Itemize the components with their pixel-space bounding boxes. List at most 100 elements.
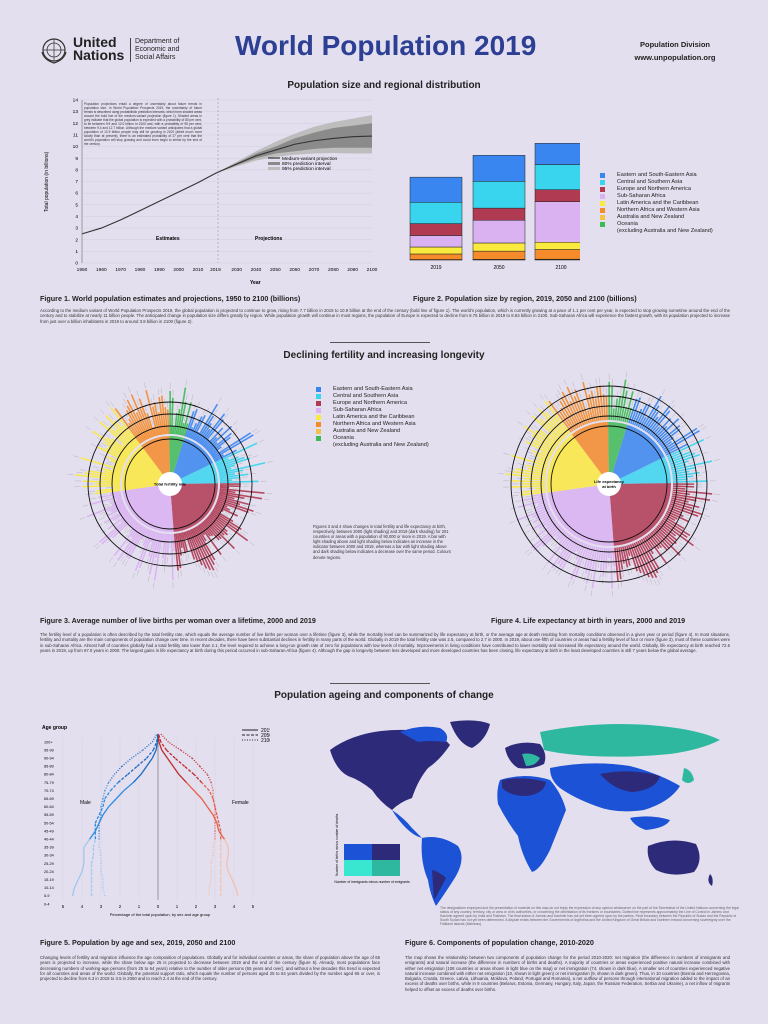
division-website[interactable]: www.unpopulation.org: [634, 53, 716, 62]
fig3svg-bar: [120, 513, 131, 523]
fig4svg-country-tick: [544, 394, 548, 400]
fig4svg-bar: [665, 512, 678, 520]
fig4svg-ring: [530, 405, 688, 563]
fig4svg-bar: [570, 543, 587, 580]
fig4svg-country-tick: [517, 463, 524, 465]
fig4svg-bar: [610, 547, 613, 589]
fig3svg-country-tick: [214, 409, 218, 415]
fig3svg-bar: [196, 415, 215, 443]
fig3svg-country-tick: [115, 517, 121, 522]
fig3svg-bar: [219, 480, 259, 484]
fig4svg-bar: [535, 459, 549, 465]
north-africa-shape: [502, 778, 546, 796]
fig4svg-country-tick: [671, 412, 677, 418]
fig4svg-country-tick: [673, 436, 679, 441]
fig3svg-bar: [216, 501, 228, 508]
africa-shape: [497, 776, 566, 872]
fig5-xtick: 5: [252, 904, 255, 909]
fig2-xtick: 2019: [430, 265, 441, 271]
mid-legend-item: Northern Africa and Western Asia: [316, 421, 476, 428]
fig5-female-line-2019: [225, 863, 229, 872]
fig5-female-line-2019: [161, 749, 169, 759]
fig4svg-country-tick: [620, 387, 622, 394]
north-america-shape: [330, 729, 450, 810]
fig4svg-center-label-2: at birth: [602, 484, 616, 489]
fig4svg-bar: [575, 542, 585, 560]
fig5-age-label: 65-69: [44, 797, 54, 801]
fig4svg-bar: [664, 514, 676, 522]
fig3svg-bar: [86, 501, 124, 518]
fig3svg-bar: [187, 530, 203, 566]
fig1-xtick: 1970: [115, 267, 126, 273]
fig5-xtick: 0: [157, 904, 160, 909]
fig2-bar-2019-6: [409, 202, 463, 224]
fig4svg-bar: [512, 470, 546, 477]
fig1-legend-80-swatch: [268, 162, 280, 165]
fig3svg-bar: [173, 533, 179, 571]
fig4svg-country-tick: [653, 579, 657, 586]
fig3svg-bar: [114, 463, 124, 468]
fig4svg-country-tick: [529, 537, 535, 542]
fig4svg-bar: [532, 508, 551, 518]
fig3svg-bar: [172, 533, 175, 552]
fig1-legend: Medium-variant projection 80% prediction…: [268, 156, 338, 172]
mid-legend-label: Northern Africa and Western Asia: [333, 421, 416, 427]
fig3svg-bar: [106, 503, 125, 512]
fig3svg-country-tick: [232, 428, 238, 433]
fig3svg-bar: [210, 511, 240, 532]
fig3svg-bar: [215, 457, 230, 465]
fig4svg-bar: [667, 451, 683, 460]
fig4svg-country-tick: [683, 513, 690, 517]
fig4svg-country-tick: [631, 400, 634, 406]
fig5-xlabel: Percentage of the total population, by s…: [110, 912, 211, 917]
division-name: Population Division: [639, 40, 710, 49]
fig3svg-country-tick: [110, 401, 115, 407]
fig4svg-bar: [538, 408, 566, 438]
fig2-bar-2050-6: [472, 181, 526, 209]
fig3svg-bar: [122, 444, 133, 453]
mid-legend-swatch: [316, 401, 321, 406]
fig1-xtick: 2040: [251, 267, 262, 273]
fig1-xtick: 2010: [193, 267, 204, 273]
fig3svg-bar: [131, 520, 138, 528]
fig4svg-country-tick: [626, 399, 629, 406]
fig2-bar-2100-6: [534, 164, 580, 190]
fig3svg-bar: [91, 430, 130, 457]
fig3svg-country-tick: [186, 393, 188, 400]
fig4svg-country-tick: [527, 510, 534, 514]
fig2-bar-2050-7: [472, 155, 526, 182]
fig3svg-country-tick: [123, 398, 127, 405]
fig4svg-bar: [671, 497, 689, 503]
fig5-age-label: 60-64: [44, 805, 54, 809]
dept-line3: Social Affairs: [135, 54, 176, 61]
fig4svg-country-tick: [567, 581, 571, 587]
fig3svg-bar: [183, 531, 187, 539]
fig3svg-bar: [212, 508, 234, 523]
fig3svg-country-tick: [122, 559, 126, 565]
fig4svg-country-tick: [669, 426, 675, 431]
fig3svg-country-tick: [86, 493, 93, 495]
fig2-legend-swatch: [600, 187, 605, 192]
central-america-shape: [392, 810, 422, 838]
fig3svg-country-tick: [185, 379, 187, 386]
fig3svg-bar: [181, 532, 188, 552]
fig1-ytick: 3: [75, 226, 78, 232]
fig2-legend-item: Eastern and South-Eastern Asia: [600, 172, 750, 179]
fig1-xtick: 2000: [173, 267, 184, 273]
fig3svg-bar: [138, 406, 153, 438]
fig3svg-country-tick: [101, 443, 107, 447]
fig5-age-label: 55-59: [44, 813, 54, 817]
fig4svg-country-tick: [641, 574, 644, 581]
fig4svg-country-tick: [569, 555, 573, 562]
fig3svg-country-tick: [225, 536, 231, 541]
fig4svg-bar: [534, 464, 548, 469]
fig3svg-bar: [205, 425, 233, 451]
fig3svg-bar: [126, 405, 147, 441]
fig6-color-key: Number of births minus number of deaths …: [334, 813, 410, 884]
fig3svg-bar: [217, 497, 241, 506]
mid-note: Figures 3 and 4 show changes in total fe…: [313, 524, 451, 560]
fig3svg-country-tick: [97, 523, 103, 528]
fig4svg-country-tick: [524, 496, 531, 498]
fig2-legend-swatch: [600, 194, 605, 199]
